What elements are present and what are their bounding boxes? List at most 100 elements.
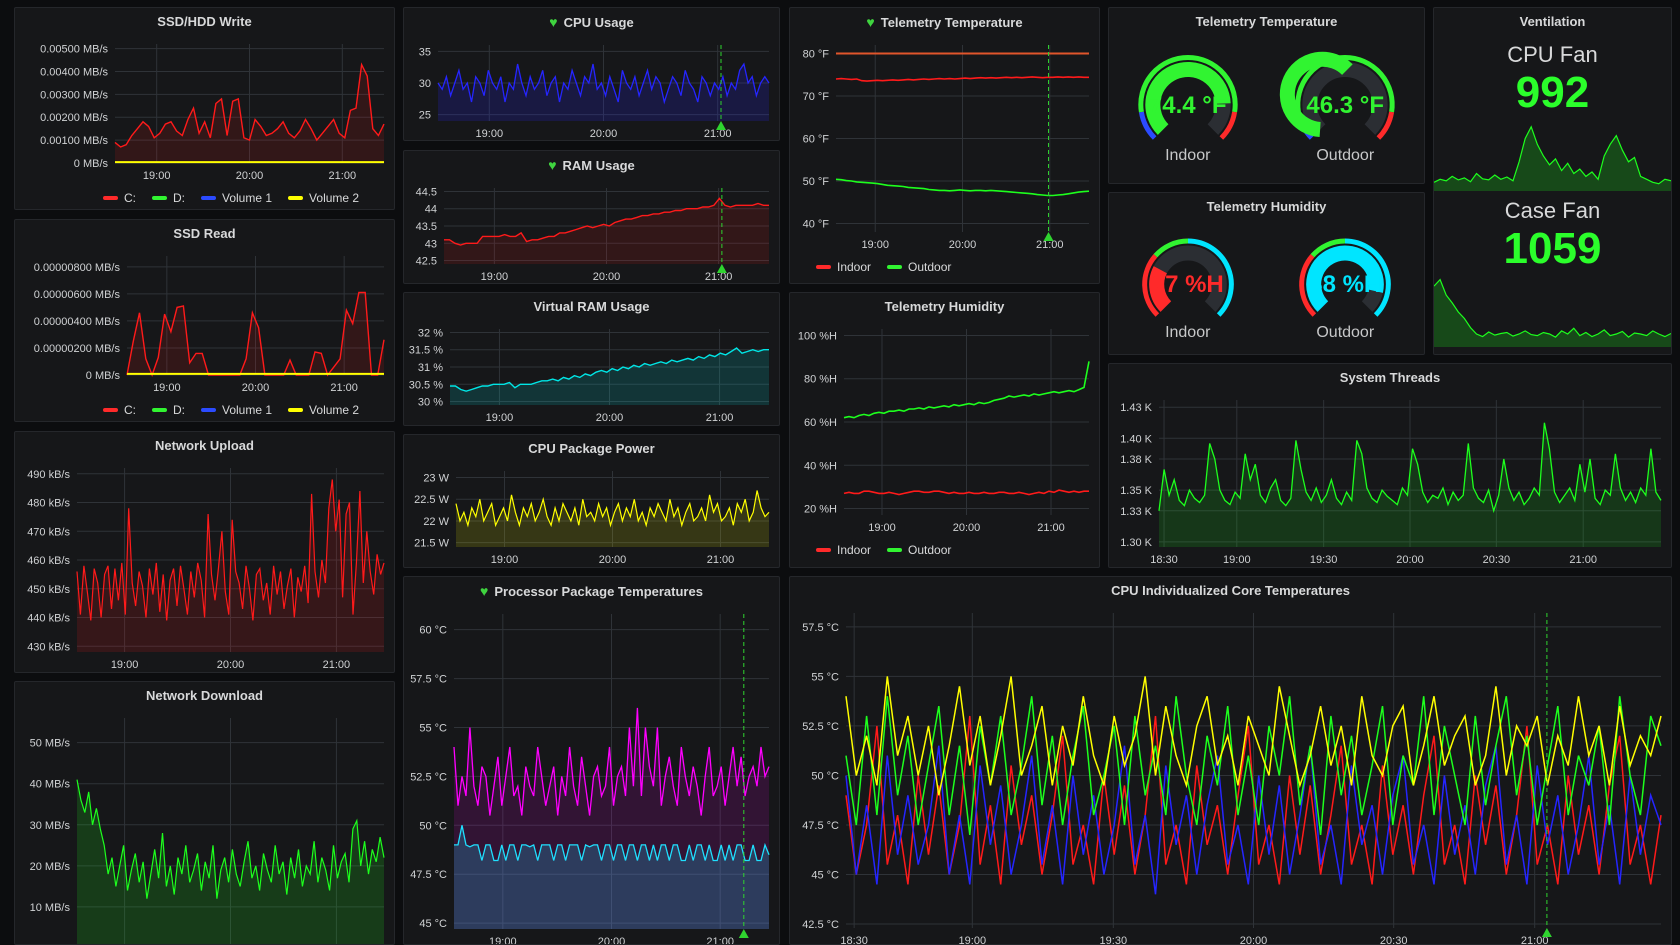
gauge-value: 74.4 °F: [1148, 92, 1227, 119]
panel-title[interactable]: ♥ RAM Usage: [404, 151, 779, 180]
legend-swatch-icon: [152, 408, 167, 412]
svg-text:0.00000400 MB/s: 0.00000400 MB/s: [34, 316, 121, 328]
svg-text:25: 25: [419, 110, 431, 122]
chart-legend: C: D: Volume 1 Volume 2: [15, 185, 394, 209]
svg-text:19:00: 19:00: [491, 554, 519, 566]
legend-item[interactable]: C:: [103, 191, 136, 205]
panel-title-text: Telemetry Humidity: [1206, 199, 1327, 214]
panel-title[interactable]: ♥ Processor Package Temperatures: [404, 577, 779, 606]
legend-item[interactable]: Outdoor: [887, 543, 951, 557]
panel-processor-package-temperatures: ♥ Processor Package Temperatures 45 °C 47.…: [403, 576, 780, 945]
svg-text:20:00: 20:00: [598, 936, 626, 945]
svg-text:20:00: 20:00: [596, 412, 624, 424]
svg-text:52.5 °C: 52.5 °C: [802, 721, 839, 733]
legend-label: Outdoor: [908, 260, 952, 274]
legend-item[interactable]: D:: [152, 403, 185, 417]
svg-text:40 %H: 40 %H: [804, 460, 837, 472]
panel-cpu-usage: ♥ CPU Usage 25 30 35 19:00 20:00 21:00: [403, 7, 780, 141]
panel-title[interactable]: Telemetry Humidity: [1109, 193, 1424, 221]
panel-title-text: Virtual RAM Usage: [533, 299, 650, 314]
legend-label: Volume 1: [222, 191, 273, 205]
svg-text:19:00: 19:00: [481, 271, 509, 283]
cpu-usage-chart[interactable]: 25 30 35 19:00 20:00 21:00: [404, 37, 779, 141]
panel-title[interactable]: Telemetry Temperature: [1109, 8, 1424, 36]
svg-text:22.5 W: 22.5 W: [414, 494, 449, 506]
legend-item[interactable]: Outdoor: [887, 260, 951, 274]
panel-title-text: SSD/HDD Write: [157, 14, 252, 29]
cpu-core-temperatures-chart[interactable]: 42.5 °C 45 °C 47.5 °C 50 °C 52.5 °C 55 °C 57.5…: [790, 605, 1671, 945]
system-threads-chart[interactable]: 1.30 K 1.33 K 1.35 K 1.38 K 1.40 K 1.43 K 18:3…: [1109, 392, 1671, 568]
svg-text:480 kB/s: 480 kB/s: [27, 498, 70, 510]
panel-title-text: Ventilation: [1519, 14, 1586, 29]
legend-item[interactable]: Volume 2: [288, 191, 359, 205]
health-ok-heart-icon: ♥: [549, 14, 558, 30]
panel-title[interactable]: SSD Read: [15, 220, 394, 248]
svg-text:47.5 °C: 47.5 °C: [802, 820, 839, 832]
panel-ram-usage: ♥ RAM Usage 42.5 43 43.5 44 44.5 19:00 20:00 21:…: [403, 150, 780, 284]
panel-telemetry-temperature-gauges: Telemetry Temperature 74.4 °F Indoor 46.…: [1108, 7, 1425, 184]
svg-text:22 W: 22 W: [423, 516, 449, 528]
legend-item[interactable]: Volume 1: [201, 403, 272, 417]
gauge-row: 27 %H Indoor 88 %H Outdoor: [1109, 221, 1424, 354]
svg-text:19:00: 19:00: [959, 935, 987, 945]
gauge-label: Indoor: [1165, 147, 1211, 164]
health-ok-heart-icon: ♥: [866, 14, 875, 30]
svg-text:0.00500 MB/s: 0.00500 MB/s: [40, 44, 108, 56]
svg-text:19:00: 19:00: [153, 382, 181, 394]
ssd-read-chart[interactable]: 0 MB/s 0.00000200 MB/s 0.00000400 MB/s 0.00…: [15, 248, 394, 397]
cpu-package-power-chart[interactable]: 21.5 W 22 W 22.5 W 23 W 19:00 20:00 21:00: [404, 463, 779, 568]
telemetry-humidity-chart[interactable]: 20 %H 40 %H 60 %H 80 %H 100 %H 19:00 20:00 21:0…: [790, 321, 1099, 537]
svg-text:20:00: 20:00: [236, 170, 264, 182]
panel-title[interactable]: CPU Package Power: [404, 435, 779, 463]
svg-text:43: 43: [425, 238, 437, 250]
legend-swatch-icon: [288, 196, 304, 200]
svg-text:490 kB/s: 490 kB/s: [27, 469, 70, 481]
legend-item[interactable]: Volume 1: [201, 191, 272, 205]
ram-usage-chart[interactable]: 42.5 43 43.5 44 44.5 19:00 20:00 21:00: [404, 180, 779, 284]
svg-text:30 MB/s: 30 MB/s: [30, 820, 71, 832]
panel-cpu-package-power: CPU Package Power 21.5 W 22 W 22.5 W 23 W 19…: [403, 434, 780, 568]
network-upload-chart[interactable]: 430 kB/s 440 kB/s 450 kB/s 460 kB/s 470 kB/s…: [15, 460, 394, 673]
legend-item[interactable]: Indoor: [816, 260, 871, 274]
svg-text:57.5 °C: 57.5 °C: [802, 622, 839, 634]
panel-title[interactable]: ♥ Telemetry Temperature: [790, 8, 1099, 37]
telemetry-temperature-chart[interactable]: 40 °F 50 °F 60 °F 70 °F 80 °F 19:00 20:00 21:00: [790, 37, 1099, 254]
panel-title[interactable]: Ventilation: [1434, 8, 1671, 36]
svg-text:35: 35: [419, 46, 431, 58]
svg-text:19:00: 19:00: [486, 412, 514, 424]
legend-item[interactable]: Volume 2: [288, 403, 359, 417]
panel-title-text: System Threads: [1339, 370, 1441, 385]
svg-text:47.5 °C: 47.5 °C: [410, 869, 447, 881]
svg-text:19:00: 19:00: [111, 659, 139, 671]
svg-text:50 °F: 50 °F: [803, 176, 830, 188]
svg-text:20:00: 20:00: [217, 659, 245, 671]
panel-title[interactable]: SSD/HDD Write: [15, 8, 394, 36]
svg-text:45 °C: 45 °C: [419, 918, 447, 930]
panel-cpu-individualized-core-temperatures: CPU Individualized Core Temperatures 42.…: [789, 576, 1672, 945]
svg-text:0.00000200 MB/s: 0.00000200 MB/s: [34, 343, 121, 355]
legend-swatch-icon: [887, 265, 903, 269]
legend-item[interactable]: Indoor: [816, 543, 871, 557]
stat-value: 1059: [1503, 224, 1602, 273]
legend-item[interactable]: D:: [152, 191, 185, 205]
legend-swatch-icon: [887, 548, 903, 552]
ssd-hdd-write-chart[interactable]: 0 MB/s 0.00100 MB/s 0.00200 MB/s 0.00300 MB…: [15, 36, 394, 185]
svg-text:60 °C: 60 °C: [419, 625, 447, 637]
panel-title[interactable]: System Threads: [1109, 364, 1671, 392]
panel-title[interactable]: ♥ CPU Usage: [404, 8, 779, 37]
svg-text:42.5: 42.5: [416, 256, 437, 268]
panel-title[interactable]: Telemetry Humidity: [790, 293, 1099, 321]
panel-title[interactable]: Virtual RAM Usage: [404, 293, 779, 321]
panel-title[interactable]: CPU Individualized Core Temperatures: [790, 577, 1671, 605]
gauge-arc: [1138, 55, 1238, 140]
legend-item[interactable]: C:: [103, 403, 136, 417]
panel-title[interactable]: Network Upload: [15, 432, 394, 460]
virtual-ram-usage-chart[interactable]: 30 % 30.5 % 31 % 31.5 % 32 % 19:00 20:00 21:00: [404, 321, 779, 426]
network-download-chart[interactable]: 10 MB/s20 MB/s30 MB/s40 MB/s50 MB/s19:00…: [15, 710, 394, 945]
panel-title[interactable]: Network Download: [15, 682, 394, 710]
svg-text:0.00000800 MB/s: 0.00000800 MB/s: [34, 262, 121, 274]
svg-text:50 °C: 50 °C: [419, 820, 447, 832]
svg-text:80 °F: 80 °F: [803, 49, 830, 61]
processor-package-temperatures-chart[interactable]: 45 °C 47.5 °C 50 °C 52.5 °C 55 °C 57.5 °C 60 °…: [404, 606, 779, 945]
stat-label: Case Fan: [1504, 198, 1601, 223]
